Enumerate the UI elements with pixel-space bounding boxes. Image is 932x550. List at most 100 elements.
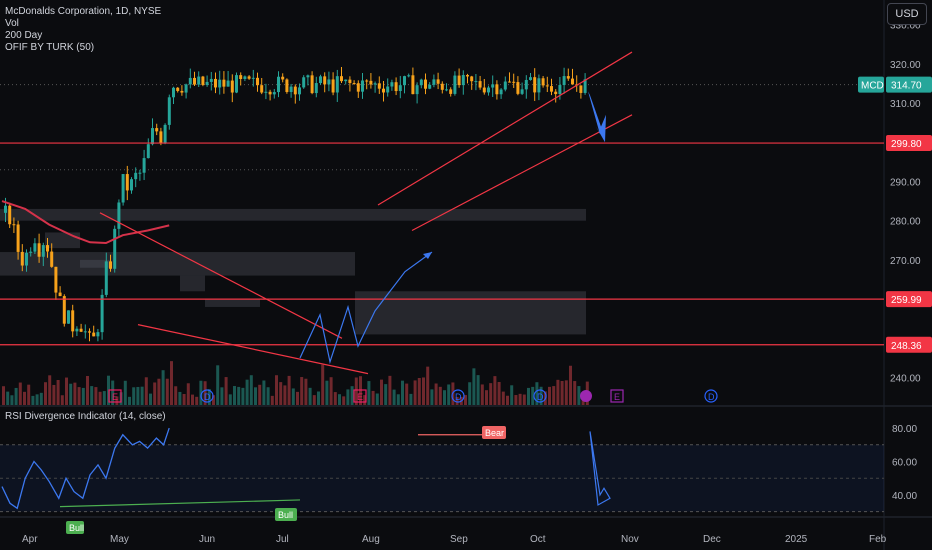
candle-body (54, 266, 58, 293)
candle-body (302, 77, 306, 88)
candle-body (520, 89, 524, 94)
legend-symbol: McDonalds Corporation, 1D, NYSE (5, 6, 162, 17)
candle-body (41, 245, 45, 257)
candle-body (58, 292, 62, 297)
today-marker-icon (580, 390, 592, 402)
last-price-bg (886, 76, 932, 93)
candle-body (243, 76, 247, 80)
volume-bar (275, 375, 278, 405)
volume-bar (182, 393, 186, 405)
price-tick-label: 310.00 (890, 99, 921, 110)
currency-button[interactable]: USD (887, 3, 927, 25)
volume-bar (300, 377, 304, 405)
candle-body (453, 75, 457, 94)
candle-body (566, 76, 570, 79)
volume-bar (56, 379, 60, 405)
volume-bar (308, 387, 312, 405)
volume-bar (174, 386, 178, 405)
last-price-label: 314.70 (891, 81, 922, 92)
volume-bar (417, 377, 421, 405)
order-block-zone (45, 232, 80, 249)
candle-body (348, 79, 352, 84)
volume-bar (270, 395, 274, 405)
volume-bar (569, 365, 572, 405)
candle-body (75, 328, 79, 332)
candle-body (415, 85, 419, 95)
candle-body (130, 179, 133, 191)
candle-body (201, 76, 205, 85)
volume-bar (73, 382, 77, 405)
candle-body (424, 79, 427, 89)
volume-bar (94, 387, 98, 405)
candle-body (268, 91, 272, 95)
volume-bar (527, 387, 530, 405)
volume-bar (31, 395, 35, 405)
volume-bar (367, 381, 371, 405)
volume-bar (170, 361, 173, 405)
volume-bar (161, 370, 165, 405)
volume-bar (556, 379, 560, 405)
volume-bar (10, 395, 14, 405)
candle-body (562, 76, 566, 86)
candle-body (554, 91, 558, 95)
volume-bar (258, 384, 262, 405)
volume-bar (233, 386, 236, 405)
volume-bar (489, 383, 493, 405)
candle-body (264, 91, 268, 93)
time-tick-label: Sep (450, 534, 468, 545)
volume-bar (191, 394, 194, 405)
candle-body (104, 261, 108, 295)
volume-bar (354, 377, 358, 405)
volume-bar (405, 383, 409, 405)
candle-body (319, 76, 322, 84)
candle-body (218, 79, 222, 88)
volume-bar (27, 384, 31, 405)
price-tick-label: 280.00 (890, 217, 921, 228)
volume-bar (224, 377, 228, 405)
volume-bar (207, 389, 211, 405)
earnings-icon (108, 389, 122, 403)
rsi-tick-label: 60.00 (892, 458, 917, 469)
event-marker-d: D (704, 389, 718, 403)
rsi-band (0, 444, 884, 512)
time-tick-label: Oct (530, 534, 546, 545)
projection-arrow-head (423, 252, 432, 260)
rsi-title: RSI Divergence Indicator (14, close) (5, 411, 166, 422)
volume-bar (279, 382, 283, 405)
event-marker-d: D (533, 389, 547, 403)
volume-bar (342, 396, 346, 405)
candle-body (440, 83, 444, 90)
candle-body (62, 296, 66, 324)
candle-body (550, 86, 553, 92)
event-marker-letter: E (357, 392, 363, 402)
candle-body (281, 76, 285, 80)
volume-bar (443, 390, 446, 405)
volume-bar (60, 395, 64, 405)
candle-body (172, 87, 175, 98)
candle-body (96, 332, 100, 337)
candle-body (331, 79, 335, 93)
volume-bar (14, 387, 18, 405)
candle-body (306, 75, 310, 78)
time-tick-label: Apr (22, 534, 38, 545)
candle-body (71, 310, 75, 332)
candle-body (491, 84, 495, 88)
candle-body (100, 294, 104, 333)
event-marker-letter: E (614, 392, 620, 402)
candle-body (176, 87, 180, 91)
volume-bar (132, 387, 136, 405)
candle-body (508, 81, 511, 83)
candle-body (533, 77, 537, 93)
candle-body (583, 79, 587, 93)
volume-bar (199, 380, 203, 405)
volume-bar (6, 391, 10, 405)
symbol-tag: MCD (861, 81, 884, 92)
bull-label: Bull (69, 523, 84, 533)
event-marker-e: E (353, 389, 367, 403)
volume-bar (241, 387, 245, 405)
volume-bar (296, 391, 299, 405)
candle-body (113, 228, 117, 269)
candle-body (235, 75, 238, 93)
candle-body (289, 86, 293, 92)
